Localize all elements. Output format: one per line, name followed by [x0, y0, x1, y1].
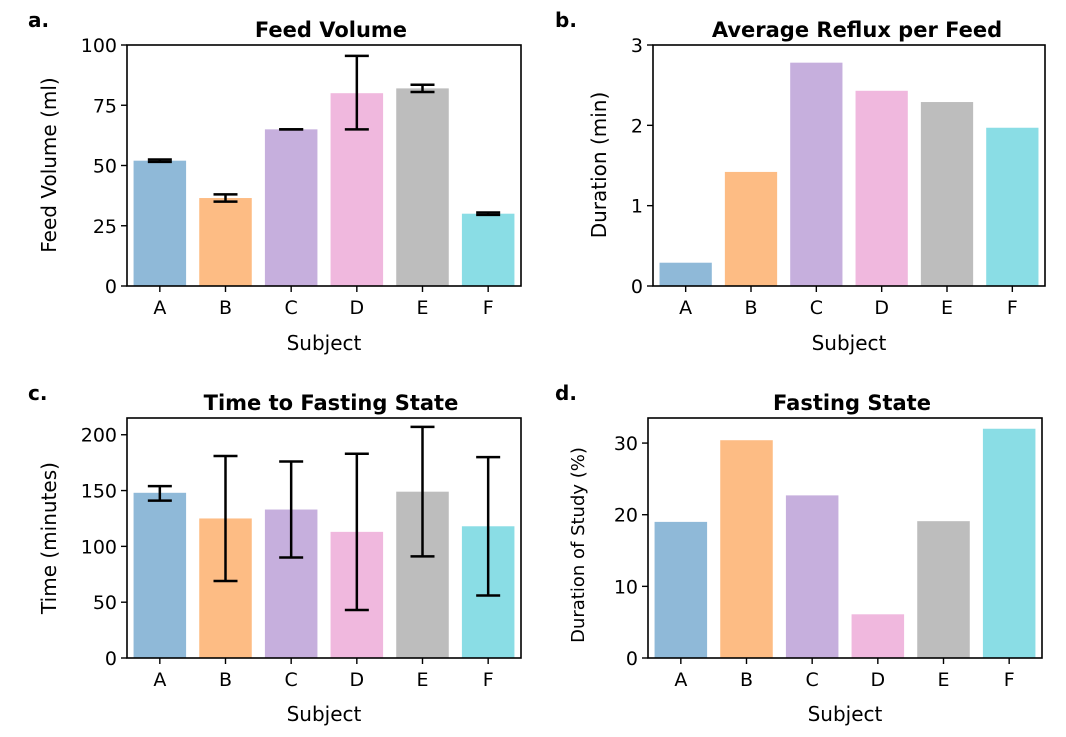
panel-c-letter: c.	[28, 381, 47, 405]
x-tick-label: A	[679, 297, 692, 319]
bar-D	[855, 90, 908, 286]
y-tick-label: 1	[631, 196, 643, 218]
panel-b-title: Average Reflux per Feed	[712, 18, 1002, 42]
panel-c-ylabel: Time (minutes)	[37, 462, 61, 615]
panel-d-plot: A B C D E F 0 10 20 30	[614, 417, 1043, 691]
x-tick-label: F	[483, 297, 494, 319]
panel-a-letter: a.	[28, 8, 49, 32]
panel-c-xlabel: Subject	[287, 702, 362, 726]
y-tick-label: 0	[626, 648, 638, 670]
panel-b-letter: b.	[555, 8, 577, 32]
bar-F	[982, 428, 1036, 658]
panel-b-xlabel: Subject	[812, 331, 887, 355]
y-tick-label: 25	[93, 216, 117, 238]
bar-F	[986, 127, 1039, 286]
y-tick-label: 2	[631, 115, 643, 137]
x-tick-label: C	[806, 669, 819, 691]
x-tick-label: C	[285, 669, 298, 691]
x-tick-label: F	[1007, 297, 1018, 319]
panel-c-title: Time to Fasting State	[204, 391, 459, 415]
bar-E	[920, 102, 974, 286]
y-tick-label: 0	[631, 276, 643, 298]
bar-B	[199, 198, 252, 286]
plot-frame	[126, 417, 522, 659]
bar-F	[461, 213, 515, 286]
panel-a-plot: A B C D E F 0 25 50 75 100	[81, 35, 522, 319]
panel-b-ylabel: Duration (min)	[587, 92, 611, 239]
x-tick-label: D	[350, 297, 365, 319]
x-tick-label: B	[740, 669, 753, 691]
y-tick-label: 100	[81, 35, 117, 57]
y-tick-label: 200	[81, 425, 117, 447]
bar-E	[396, 88, 449, 286]
bar-E	[917, 521, 970, 658]
bar-A	[654, 521, 708, 658]
panel-a-ylabel: Feed Volume (ml)	[37, 77, 61, 252]
x-tick-label: F	[483, 669, 494, 691]
panel-d-title: Fasting State	[773, 391, 931, 415]
y-tick-label: 20	[614, 505, 638, 527]
x-tick-label: E	[937, 669, 949, 691]
y-tick-label: 50	[93, 156, 117, 178]
y-tick-label: 150	[81, 481, 117, 503]
x-tick-label: D	[350, 669, 365, 691]
x-tick-label: D	[871, 669, 886, 691]
y-tick-label: 3	[631, 35, 643, 57]
panel-d-letter: d.	[555, 381, 577, 405]
x-tick-label: C	[285, 297, 298, 319]
y-tick-label: 50	[93, 592, 117, 614]
x-tick-label: A	[674, 669, 687, 691]
panel-d: d. Fasting State A B C D E F 0 10 20 30 Subject D…	[555, 381, 1043, 726]
x-tick-label: B	[219, 297, 232, 319]
plot-frame	[652, 44, 1046, 287]
panel-b: b. Average Reflux per Feed A B C D E F 0 1 2 3 Su…	[555, 8, 1046, 355]
y-tick-label: 0	[105, 276, 117, 298]
x-tick-label: D	[874, 297, 889, 319]
bar-B	[720, 440, 773, 658]
plot-frame	[647, 417, 1043, 659]
bar-C	[264, 129, 318, 286]
bar-A	[133, 160, 187, 286]
y-tick-label: 30	[614, 433, 638, 455]
bar-D	[851, 614, 905, 658]
x-tick-label: E	[416, 297, 428, 319]
y-tick-label: 75	[93, 95, 117, 117]
x-tick-label: B	[744, 297, 757, 319]
x-tick-label: B	[219, 669, 232, 691]
panel-b-plot: A B C D E F 0 1 2 3	[631, 35, 1046, 319]
x-tick-label: A	[153, 669, 166, 691]
panel-c-plot: A B C D E F 0 50 100 150 200	[81, 417, 522, 691]
x-tick-label: E	[941, 297, 953, 319]
bar-A	[659, 262, 712, 286]
y-tick-label: 0	[105, 648, 117, 670]
bar-C	[785, 495, 839, 658]
panel-d-ylabel: Duration of Study (%)	[568, 447, 589, 643]
panel-c: c. Time to Fasting State A B C D E F 0 50 100 150…	[28, 381, 522, 726]
bar-B	[724, 171, 778, 286]
bar-A	[133, 492, 187, 658]
y-tick-label: 10	[614, 576, 638, 598]
panel-d-xlabel: Subject	[808, 702, 883, 726]
x-tick-label: A	[153, 297, 166, 319]
x-tick-label: E	[416, 669, 428, 691]
x-tick-label: C	[810, 297, 823, 319]
y-tick-label: 100	[81, 536, 117, 558]
panel-a-xlabel: Subject	[287, 331, 362, 355]
bar-C	[790, 62, 843, 286]
x-tick-label: F	[1004, 669, 1015, 691]
panel-a-title: Feed Volume	[255, 18, 407, 42]
